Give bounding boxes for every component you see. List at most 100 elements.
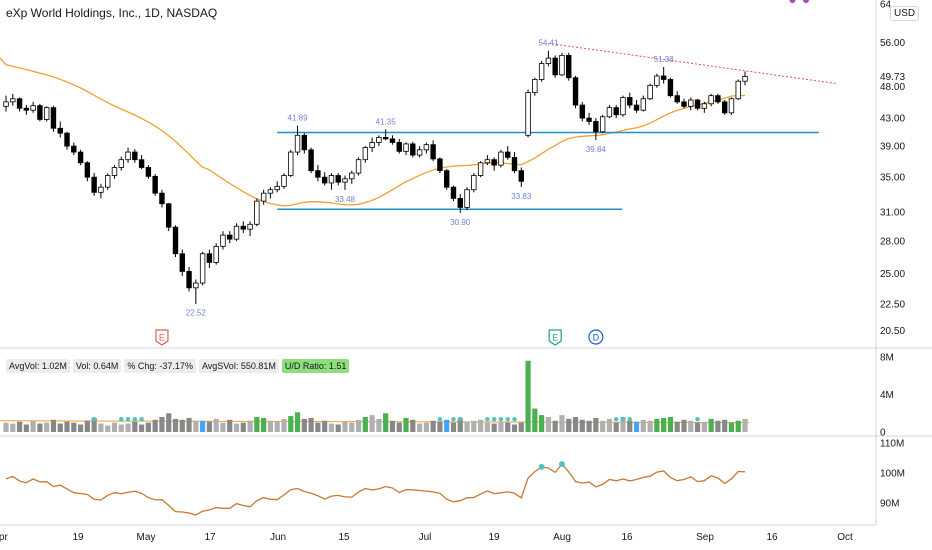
- price-tick-label: 48.00: [880, 82, 905, 93]
- volume-bar: [416, 423, 423, 432]
- volume-bar: [240, 422, 246, 432]
- volume-bar: [186, 417, 192, 432]
- event-label: E: [159, 333, 165, 343]
- candle: [288, 151, 294, 176]
- currency-badge[interactable]: USD: [890, 6, 920, 21]
- price-annotation: 41.89: [288, 114, 309, 123]
- candle: [37, 105, 43, 120]
- candle: [688, 99, 694, 107]
- volume-legend-item: AvgSVol: 550.81M: [198, 359, 279, 373]
- volume-bar: [166, 413, 172, 432]
- volume-legend-item: AvgVol: 1.02M: [6, 359, 70, 373]
- candle: [145, 167, 152, 177]
- candle: [179, 253, 185, 272]
- candle: [728, 98, 735, 114]
- volume-bar: [444, 419, 450, 432]
- volume-bar: [159, 417, 165, 432]
- volume-bar: [376, 418, 382, 432]
- moving-average-line: [0, 57, 746, 207]
- time-tick-label: Jun: [270, 532, 286, 543]
- time-tick-label: May: [137, 532, 156, 543]
- candle: [166, 203, 172, 228]
- volume-bar: [179, 419, 185, 432]
- volume-bar: [457, 417, 463, 432]
- candle: [403, 143, 409, 152]
- candle: [566, 55, 572, 79]
- volume-bar: [674, 421, 680, 432]
- event-marker: [588, 329, 604, 345]
- candle: [328, 175, 335, 184]
- candle: [132, 151, 138, 161]
- candle: [77, 151, 84, 164]
- candle: [227, 234, 233, 240]
- candle: [193, 282, 199, 289]
- rs-dot: [538, 463, 545, 470]
- volume-bar: [64, 421, 70, 432]
- volume-bar: [423, 422, 429, 432]
- resistance-trendline: [548, 42, 837, 85]
- candle: [715, 95, 721, 103]
- volume-bar: [57, 423, 63, 432]
- volume-dot: [91, 417, 97, 422]
- price-tick-label: 39.00: [880, 142, 905, 153]
- candle: [382, 137, 389, 140]
- candle: [599, 116, 606, 133]
- volume-dot: [119, 417, 124, 422]
- candle: [16, 98, 23, 109]
- volume-tick-label: 4M: [880, 390, 894, 401]
- time-tick-label: Aug: [553, 532, 571, 543]
- price-tick-label: 43.00: [880, 114, 905, 125]
- volume-bar: [586, 420, 592, 432]
- chart-title: eXp World Holdings, Inc., 1D, NASDAQ: [6, 6, 218, 20]
- volume-bar: [647, 420, 653, 432]
- volume-bar: [620, 417, 626, 432]
- price-annotation: 39.84: [586, 145, 607, 154]
- candle: [674, 95, 680, 103]
- volume-bar: [511, 424, 518, 432]
- volume-bar: [77, 424, 84, 432]
- volume-dot: [132, 417, 138, 422]
- time-tick-label: Jul: [419, 532, 432, 543]
- volume-bar: [111, 422, 118, 432]
- price-annotation: 30.90: [450, 218, 471, 227]
- volume-bar: [640, 419, 646, 432]
- price-annotation: 54.41: [538, 39, 559, 48]
- candle: [701, 103, 708, 109]
- volume-bar: [579, 419, 585, 432]
- candle: [301, 134, 308, 151]
- candle: [477, 162, 484, 176]
- volume-bar: [566, 418, 572, 432]
- volume-bar: [627, 420, 633, 432]
- candle: [369, 142, 375, 148]
- candle: [505, 151, 511, 158]
- price-tick-label: 25.00: [880, 269, 905, 280]
- candle: [274, 185, 280, 191]
- volume-bar: [437, 421, 443, 432]
- candle: [105, 175, 111, 188]
- time-tick-label: 15: [338, 532, 350, 543]
- volume-bar: [220, 422, 226, 432]
- volume-bar: [552, 420, 558, 432]
- candle: [30, 105, 36, 111]
- candle: [43, 107, 50, 120]
- candle: [681, 101, 687, 107]
- price-annotation: 41.35: [376, 117, 397, 126]
- price-panel: 41.89 41.35 33.48 30.90 33.83 22.52 54.41 39.84…: [0, 39, 837, 346]
- volume-bar: [539, 415, 545, 432]
- volume-bar: [613, 422, 619, 432]
- candle: [50, 107, 57, 129]
- volume-bar: [288, 416, 294, 432]
- volume-panel: [0, 360, 750, 432]
- time-tick-label: 16: [621, 532, 633, 543]
- candle: [199, 253, 206, 284]
- volume-bar: [172, 418, 179, 432]
- volume-bar: [701, 421, 707, 432]
- candle: [159, 192, 165, 205]
- candle: [545, 57, 552, 64]
- volume-legend-item: % Chg: -37.17%: [124, 359, 196, 373]
- candle: [457, 198, 463, 208]
- volume-bar: [525, 360, 531, 432]
- volume-bar: [505, 422, 511, 432]
- volume-bar: [328, 423, 335, 432]
- volume-bar: [3, 422, 9, 432]
